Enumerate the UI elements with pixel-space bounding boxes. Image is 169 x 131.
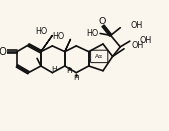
- Text: OH: OH: [131, 21, 143, 30]
- Text: H: H: [52, 66, 57, 72]
- Text: O: O: [98, 17, 106, 26]
- Text: OH: OH: [132, 41, 144, 50]
- Text: H: H: [74, 75, 79, 81]
- Text: H: H: [66, 68, 71, 74]
- Text: HO: HO: [86, 29, 98, 38]
- Polygon shape: [65, 39, 71, 52]
- Polygon shape: [41, 35, 52, 52]
- Text: HO: HO: [53, 32, 65, 41]
- Text: Aα: Aα: [95, 54, 103, 59]
- Text: O: O: [0, 47, 7, 57]
- Text: OH: OH: [139, 36, 152, 45]
- Text: HO: HO: [35, 27, 48, 36]
